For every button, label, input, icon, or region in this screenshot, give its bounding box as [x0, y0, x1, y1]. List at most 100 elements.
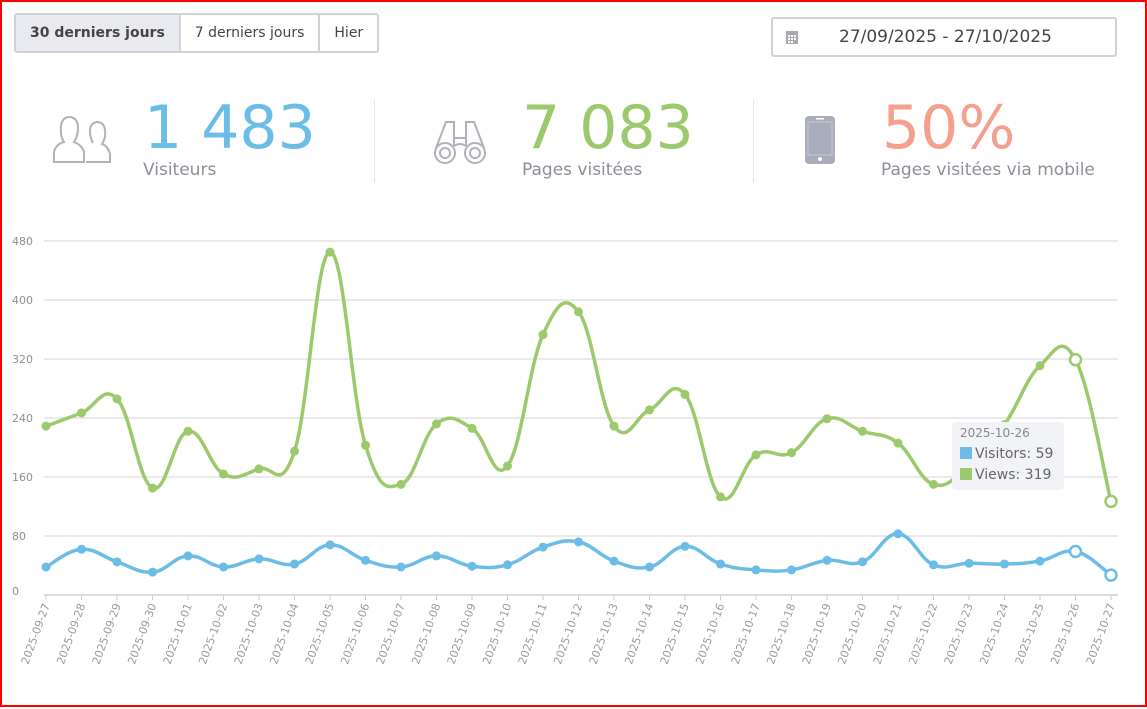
- views-data-point: [148, 483, 157, 493]
- views-data-point: [1068, 352, 1083, 367]
- mobile-share-label: Pages visitées via mobile: [881, 160, 1095, 180]
- y-tick-label: 160: [12, 471, 33, 484]
- x-tick-label: 2025-10-04: [267, 602, 301, 667]
- views-data-point: [1104, 494, 1118, 509]
- views-data-point: [787, 448, 796, 458]
- x-tick-label: 2025-10-15: [658, 602, 692, 667]
- y-tick-label: 400: [12, 294, 33, 307]
- binoculars-icon: [432, 116, 488, 170]
- visitors-data-point: [148, 567, 157, 577]
- x-tick-label: 2025-10-23: [942, 602, 976, 667]
- x-tick-label: 2025-10-27: [1084, 602, 1118, 667]
- views-data-point: [432, 419, 441, 429]
- visitors-data-point: [432, 551, 441, 561]
- date-range-picker[interactable]: 27/09/2025 - 27/10/2025: [771, 17, 1117, 57]
- views-data-point: [822, 414, 832, 424]
- views-data-point: [680, 389, 690, 399]
- views-data-point: [396, 479, 406, 489]
- x-tick-label: 2025-10-05: [303, 602, 337, 667]
- page-views-label: Pages visitées: [522, 160, 643, 180]
- views-data-point: [219, 469, 228, 479]
- views-data-point: [361, 440, 370, 450]
- tooltip-date: 2025-10-26: [960, 426, 1030, 440]
- stat-mobile-views: 50% Pages visitées via mobile: [802, 98, 1122, 184]
- y-tick-label: 480: [12, 235, 33, 248]
- visitors-data-point: [645, 562, 654, 572]
- x-tick-label: 2025-09-29: [90, 602, 124, 667]
- page-views-count: 7 083: [522, 93, 694, 163]
- visitors-data-point: [1035, 556, 1045, 566]
- x-tick-label: 2025-10-21: [871, 602, 905, 667]
- range-yesterday-button[interactable]: Hier: [318, 15, 377, 51]
- visitors-data-point: [396, 562, 406, 572]
- divider: [753, 100, 754, 182]
- mobile-share-value: 50%: [882, 93, 1016, 163]
- x-tick-label: 2025-10-19: [800, 602, 834, 667]
- visitors-icon: [52, 114, 112, 170]
- visitors-data-point: [1104, 568, 1118, 582]
- visitors-data-point: [964, 558, 974, 568]
- views-data-point: [893, 438, 903, 448]
- y-tick-label: 80: [12, 530, 26, 543]
- views-data-point: [467, 423, 477, 433]
- visitors-data-point: [467, 561, 477, 571]
- views-data-point: [77, 408, 86, 418]
- views-data-point: [112, 394, 122, 404]
- views-data-point: [183, 426, 193, 436]
- visitors-data-point: [219, 562, 228, 572]
- x-tick-label: 2025-10-14: [622, 602, 656, 667]
- visitors-data-point: [893, 529, 903, 539]
- visitors-data-point: [41, 562, 51, 572]
- x-tick-label: 2025-09-27: [19, 602, 53, 667]
- visitors-data-point: [787, 565, 796, 575]
- date-range-value: 27/09/2025 - 27/10/2025: [839, 27, 1052, 47]
- visitors-data-point: [538, 542, 548, 552]
- views-data-point: [716, 492, 725, 502]
- visitors-data-point: [609, 556, 619, 566]
- stat-visitors: 1 483 Visiteurs: [52, 98, 372, 184]
- visitors-data-point: [1000, 559, 1009, 569]
- x-tick-label: 2025-10-10: [480, 602, 514, 667]
- visitors-swatch: [960, 447, 972, 459]
- range-7-days-button[interactable]: 7 derniers jours: [178, 15, 319, 51]
- x-tick-label: 2025-10-01: [161, 602, 195, 667]
- views-data-point: [858, 426, 867, 436]
- visitors-data-point: [254, 554, 264, 564]
- x-tick-label: 2025-09-28: [54, 602, 88, 667]
- visitors-data-point: [822, 555, 832, 565]
- x-tick-label: 2025-10-08: [409, 602, 443, 667]
- mobile-icon: [804, 115, 836, 169]
- tooltip-visitors: Visitors: 59: [975, 446, 1054, 462]
- views-data-point: [1035, 361, 1045, 371]
- visitors-data-point: [290, 559, 299, 569]
- x-tick-label: 2025-10-13: [587, 602, 621, 667]
- x-tick-label: 2025-10-09: [445, 602, 479, 667]
- x-tick-label: 2025-10-06: [338, 602, 372, 667]
- y-tick-label: 0: [12, 585, 19, 598]
- visitors-data-point: [77, 544, 86, 554]
- x-tick-label: 2025-10-17: [729, 602, 763, 667]
- x-tick-label: 2025-10-07: [374, 602, 408, 667]
- x-tick-label: 2025-10-12: [551, 602, 585, 667]
- x-tick-label: 2025-10-18: [764, 602, 798, 667]
- views-data-point: [645, 405, 654, 415]
- range-30-days-button[interactable]: 30 derniers jours: [16, 15, 179, 51]
- visitors-data-point: [325, 540, 335, 550]
- visitors-data-point: [929, 560, 938, 570]
- visitors-data-point: [858, 557, 867, 567]
- chart-tooltip: 2025-10-26 Visitors: 59 Views: 319: [952, 422, 1064, 490]
- visitors-data-point: [1068, 544, 1083, 559]
- visitors-data-point: [503, 560, 512, 570]
- visitors-data-point: [680, 541, 690, 551]
- visitors-data-point: [361, 555, 370, 565]
- visitors-data-point: [183, 551, 193, 561]
- x-tick-label: 2025-10-25: [1013, 602, 1047, 667]
- visitors-label: Visiteurs: [143, 160, 217, 180]
- views-data-point: [290, 446, 299, 456]
- visitors-data-point: [716, 559, 725, 569]
- x-tick-label: 2025-09-30: [125, 602, 159, 667]
- x-tick-label: 2025-10-03: [232, 602, 266, 667]
- views-data-point: [503, 461, 512, 471]
- tooltip-views: Views: 319: [975, 467, 1052, 483]
- x-tick-label: 2025-10-16: [693, 602, 727, 667]
